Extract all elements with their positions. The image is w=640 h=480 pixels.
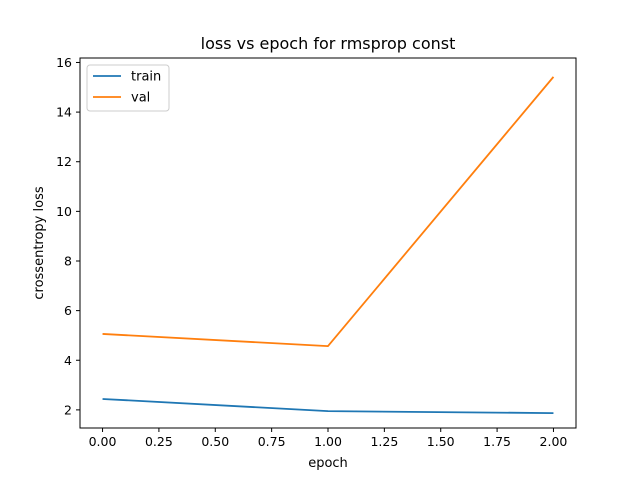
x-tick-label: 1.75 (483, 434, 511, 449)
y-tick-label: 16 (56, 55, 72, 70)
y-tick-label: 12 (56, 154, 72, 169)
legend-label-val: val (131, 91, 150, 106)
x-tick-label: 1.50 (427, 434, 455, 449)
legend-label-train: train (131, 70, 161, 85)
y-tick-label: 8 (64, 253, 72, 268)
y-axis-ticks: 2 4 6 8 10 12 14 16 (56, 55, 80, 417)
y-tick-label: 6 (64, 303, 72, 318)
y-axis-label: crossentropy loss (32, 186, 47, 299)
plot-frame (79, 57, 577, 429)
x-tick-label: 2.00 (540, 434, 568, 449)
y-tick-label: 2 (64, 402, 72, 417)
y-tick-label: 10 (56, 204, 72, 219)
x-axis-label: epoch (308, 456, 348, 471)
x-tick-label: 0.50 (201, 434, 229, 449)
chart-title: loss vs epoch for rmsprop const (201, 34, 456, 53)
plot-area: 0.00 0.25 0.50 0.75 1.00 1.25 1.50 1.75 2.00 2 4 6… (56, 55, 577, 449)
y-tick-label: 14 (56, 105, 72, 120)
plot-background (80, 58, 576, 428)
y-tick-label: 4 (64, 353, 72, 368)
x-tick-label: 1.00 (314, 434, 342, 449)
series-line-train (102, 398, 554, 415)
x-tick-label: 0.00 (89, 434, 117, 449)
x-tick-label: 1.25 (370, 434, 398, 449)
x-tick-label: 0.75 (258, 434, 286, 449)
x-tick-label: 0.25 (145, 434, 173, 449)
x-axis-ticks: 0.00 0.25 0.50 0.75 1.00 1.25 1.50 1.75 2.00 (89, 428, 568, 449)
legend: train val (86, 64, 170, 112)
series-line-val (102, 76, 555, 348)
series-layer (102, 76, 555, 415)
